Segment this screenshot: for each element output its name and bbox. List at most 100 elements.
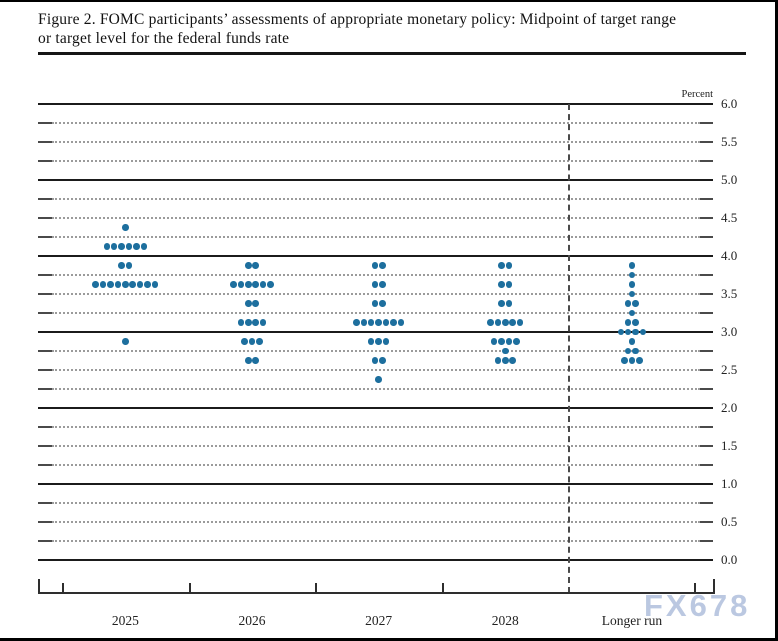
dot — [140, 243, 148, 250]
dot — [621, 357, 628, 364]
dot — [505, 300, 513, 307]
x-category-label: 2026 — [238, 613, 266, 628]
gridline-minor — [52, 521, 700, 523]
dot — [628, 290, 636, 298]
gridline-minor-left-dash — [38, 369, 52, 371]
gridline-minor — [52, 502, 700, 504]
dot — [624, 347, 632, 355]
gridline-minor — [52, 293, 700, 295]
x-category-label: 2028 — [491, 613, 519, 628]
dot — [103, 243, 111, 250]
dot — [118, 262, 125, 269]
gridline-minor-left-dash — [38, 464, 52, 466]
x-axis-endcap-right — [713, 579, 715, 593]
dot — [639, 328, 647, 336]
figure-title-line-2: or target level for the federal funds ra… — [38, 30, 290, 47]
dot — [397, 319, 405, 326]
gridline-minor-left-dash — [38, 426, 52, 428]
y-tick-label: 1.5 — [721, 438, 738, 453]
bottom-border — [0, 638, 778, 641]
gridline-minor — [52, 312, 700, 314]
x-axis-line — [38, 592, 715, 594]
gridline-minor-right-dash — [700, 388, 713, 390]
dot — [122, 338, 129, 345]
gridline-minor-right-dash — [700, 445, 713, 447]
gridline-minor-right-dash — [700, 521, 713, 523]
dot — [624, 300, 632, 307]
dot — [252, 300, 259, 307]
dot — [375, 338, 382, 345]
dot — [371, 357, 379, 364]
watermark: FX678 — [644, 588, 751, 623]
dot — [353, 319, 360, 326]
gridline-minor — [52, 141, 700, 143]
dot — [624, 328, 632, 336]
dot — [371, 281, 379, 288]
dot — [498, 281, 505, 288]
y-tick-label: 2.5 — [721, 362, 738, 377]
dot — [136, 281, 144, 288]
gridline-minor-right-dash — [700, 426, 713, 428]
right-border — [775, 0, 778, 641]
gridline-minor — [52, 198, 700, 200]
dot — [516, 319, 524, 326]
gridline-major — [38, 255, 713, 257]
gridline-minor-left-dash — [38, 350, 52, 352]
gridline-minor-right-dash — [700, 540, 713, 542]
dot — [114, 281, 122, 288]
dot — [509, 357, 516, 364]
y-tick-label: 1.0 — [721, 476, 738, 491]
dot — [110, 243, 118, 250]
dot — [367, 338, 375, 345]
dot — [379, 262, 386, 269]
gridline-minor-right-dash — [700, 160, 713, 162]
dot — [375, 319, 382, 326]
dot — [382, 319, 390, 326]
dot — [502, 319, 509, 326]
y-tick-label: 2.0 — [721, 400, 738, 415]
gridline-minor-left-dash — [38, 540, 52, 542]
figure-title-line-1: Figure 2. FOMC participants’ assessments… — [38, 11, 677, 28]
gridline-minor — [52, 426, 700, 428]
x-axis-tick — [188, 583, 191, 593]
x-category-label: 2027 — [365, 613, 393, 628]
dot — [248, 338, 256, 345]
gridline-major — [38, 559, 713, 561]
dot — [252, 281, 259, 288]
gridline-minor-right-dash — [700, 141, 713, 143]
dot — [632, 328, 639, 336]
dot — [237, 281, 245, 288]
x-axis-tick — [62, 583, 64, 593]
dot — [390, 319, 397, 326]
y-tick-label: 3.0 — [721, 324, 738, 339]
gridline-minor — [52, 388, 700, 390]
dot — [125, 243, 133, 250]
dot — [636, 357, 643, 364]
dot — [375, 376, 382, 383]
gridline-minor-left-dash — [38, 388, 52, 390]
gridline-minor — [52, 540, 700, 542]
dot — [107, 281, 114, 288]
dot — [360, 319, 368, 326]
dot — [367, 319, 375, 326]
dot — [509, 319, 516, 326]
dot — [628, 262, 636, 269]
gridline-minor — [52, 274, 700, 276]
dot — [241, 338, 248, 345]
y-axis-unit-label: Percent — [681, 89, 714, 100]
dot — [252, 319, 259, 326]
dot — [628, 309, 636, 317]
gridline-minor-right-dash — [700, 502, 713, 504]
gridline-minor — [52, 369, 700, 371]
dot — [125, 262, 133, 269]
dot — [245, 357, 252, 364]
dot — [494, 357, 502, 364]
gridline-minor — [52, 464, 700, 466]
gridline-minor-right-dash — [700, 464, 713, 466]
dot — [498, 300, 505, 307]
gridline-minor-left-dash — [38, 312, 52, 314]
dot — [122, 224, 129, 231]
gridline-major — [38, 483, 713, 485]
dot — [259, 281, 267, 288]
